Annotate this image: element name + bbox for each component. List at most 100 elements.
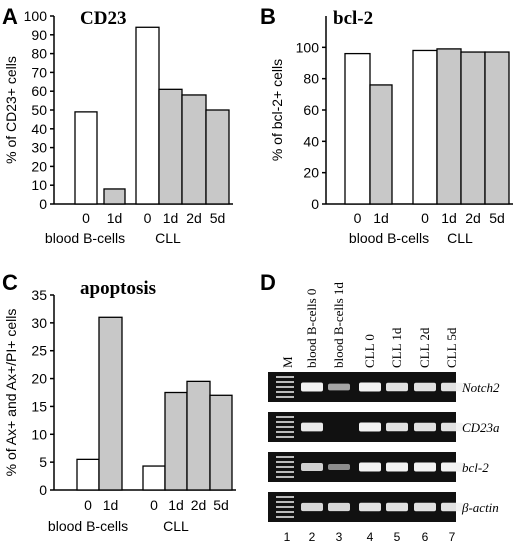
group-label: CLL (163, 518, 189, 534)
x-tick-label: 1d (163, 210, 179, 226)
gel-band (359, 502, 381, 512)
ladder-band (276, 391, 294, 393)
marker-label: M (280, 356, 295, 368)
y-tick-label: 70 (31, 64, 47, 80)
gel-band (386, 502, 408, 512)
gel-band (414, 422, 436, 432)
bar (186, 380, 211, 491)
gel-band (328, 502, 350, 512)
gel-band (301, 382, 323, 392)
panel-a: A CD23 0 10 20 30 40 50 60 70 80 90 100 % of CD23+ … (2, 4, 233, 246)
lane-label: CLL 5d (444, 327, 459, 368)
ladder-band (276, 436, 294, 438)
ladder-band (276, 396, 294, 398)
panel-c: C apoptosis 0 5 10 15 20 25 30 35 % of Ax+ and A… (2, 270, 236, 534)
ladder-band (276, 416, 294, 418)
x-tick-label: 1d (168, 497, 184, 513)
gel-band (414, 382, 436, 392)
chart-title-c: apoptosis (80, 278, 156, 299)
x-tick-label: 0 (150, 497, 158, 513)
gel-band (441, 422, 463, 432)
y-tick-label: 100 (24, 8, 48, 24)
y-tick-label: 10 (31, 426, 47, 442)
x-tick-label: 2d (186, 210, 202, 226)
gel-band (301, 502, 323, 512)
ladder-band (276, 471, 294, 473)
y-tick-label: 0 (39, 482, 47, 498)
x-tick-label: 1d (103, 497, 119, 513)
y-tick-label: 20 (31, 158, 47, 174)
bar (181, 94, 207, 205)
lane-label: blood B-cells 1d (331, 282, 346, 368)
y-tick-label: 15 (31, 398, 47, 414)
lane-number: 3 (336, 530, 343, 544)
panel-letter-a: A (2, 4, 18, 29)
y-tick-label: 40 (303, 133, 319, 149)
ladder-band (276, 466, 294, 468)
x-tick-label: 0 (421, 210, 429, 226)
ladder-band (276, 506, 294, 508)
gel-band (386, 422, 408, 432)
bar (142, 465, 166, 491)
gene-label: bcl-2 (462, 460, 489, 475)
lane-label: CLL 1d (389, 327, 404, 368)
gel-band (441, 382, 463, 392)
ladder-band (276, 516, 294, 518)
ladder-band (276, 386, 294, 388)
bar (209, 394, 233, 491)
ladder-band (276, 461, 294, 463)
ladder-band (276, 456, 294, 458)
x-tick-label: 0 (82, 210, 90, 226)
x-tick-label: 5d (210, 210, 226, 226)
y-tick-label: 60 (303, 102, 319, 118)
y-tick-label: 100 (296, 39, 320, 55)
y-tick-label: 80 (31, 46, 47, 62)
bar (484, 51, 510, 205)
x-tick-label: 1d (441, 210, 457, 226)
ladder-band (276, 501, 294, 503)
bar (205, 109, 230, 205)
y-tick-label: 0 (311, 196, 319, 212)
bar (369, 84, 393, 205)
lane-label: blood B-cells 0 (304, 289, 319, 368)
x-tick-label: 5d (489, 210, 505, 226)
group-label: CLL (155, 230, 181, 246)
y-tick-label: 20 (303, 165, 319, 181)
y-tick-label: 80 (303, 71, 319, 87)
y-tick-label: 10 (31, 177, 47, 193)
group-label: blood B-cells (349, 230, 429, 246)
y-tick-label: 50 (31, 102, 47, 118)
group-label: blood B-cells (45, 230, 125, 246)
plot-b: 0 20 40 60 80 100 % of bcl-2+ cells 0 1d blood B-… (269, 16, 513, 246)
ladder-band (276, 426, 294, 428)
gel-band (301, 463, 323, 471)
gel-band (359, 382, 381, 392)
bar (76, 458, 100, 491)
ladder-band (276, 421, 294, 423)
ladder-band (276, 496, 294, 498)
x-tick-label: 2d (191, 497, 207, 513)
gel-band (328, 383, 350, 391)
plot-c: 0 5 10 15 20 25 30 35 % of Ax+ and Ax+/PI+ cells… (3, 287, 236, 534)
y-tick-label: 60 (31, 83, 47, 99)
gel-band (441, 462, 463, 472)
y-tick-label: 20 (31, 371, 47, 387)
x-tick-label: 5d (213, 497, 229, 513)
lane-number: 4 (367, 530, 374, 544)
x-tick-label: 0 (144, 210, 152, 226)
panel-letter-d: D (260, 270, 276, 295)
bar (344, 52, 371, 205)
bar (74, 111, 98, 205)
gel-band (328, 464, 350, 470)
gel-band (386, 462, 408, 472)
bar (460, 51, 486, 205)
x-tick-label: 0 (354, 210, 362, 226)
panel-b: B bcl-2 0 20 40 60 80 100 % of bcl-2+ cells 0 1d… (260, 4, 513, 246)
ladder-band (276, 381, 294, 383)
lane-number: 2 (309, 530, 316, 544)
y-axis-label: % of CD23+ cells (3, 56, 19, 164)
ladder-band (276, 431, 294, 433)
